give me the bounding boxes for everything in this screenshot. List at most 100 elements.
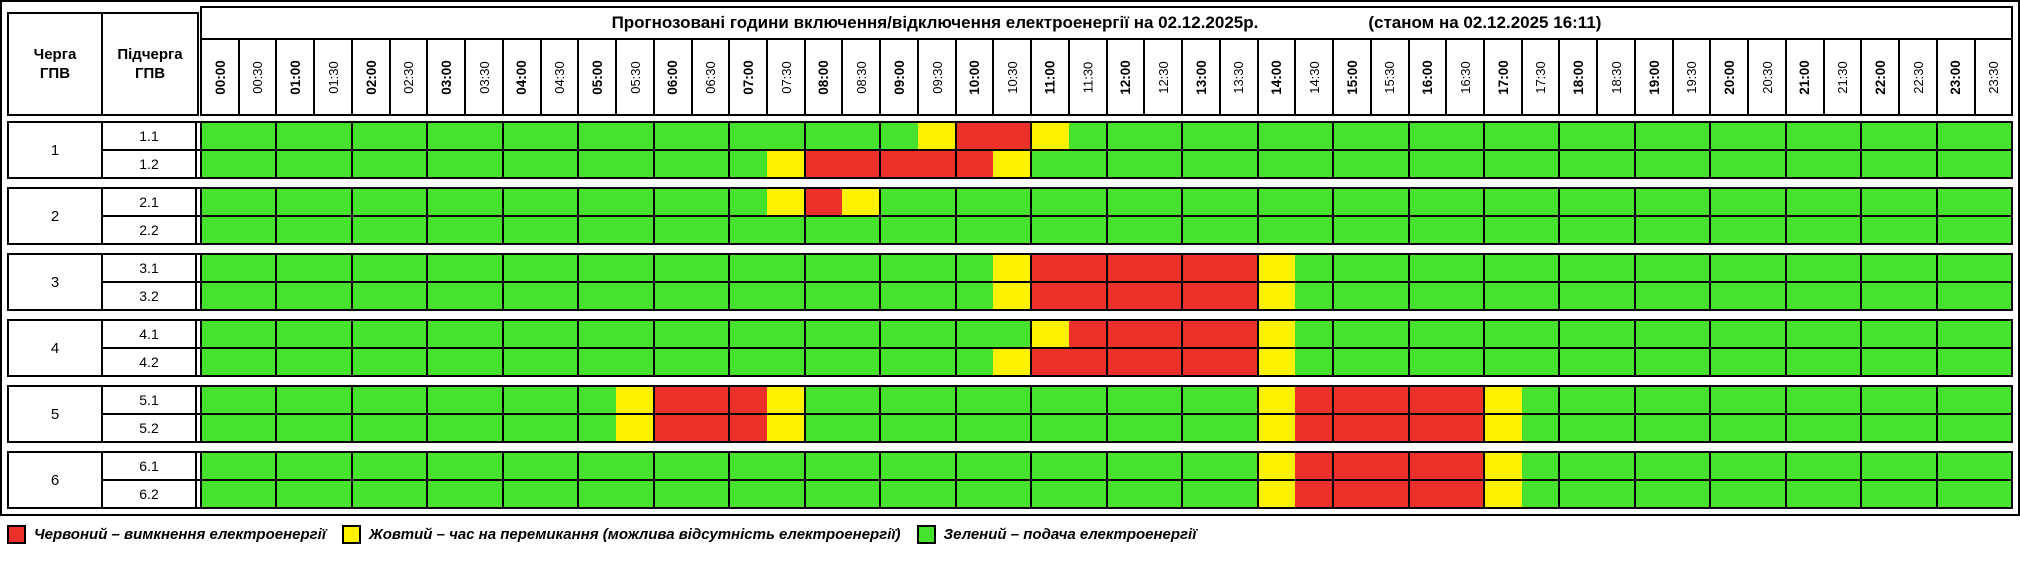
time-label-text: 15:00 bbox=[1344, 59, 1360, 95]
slot-08-00-power-on bbox=[803, 415, 843, 441]
slot-03-30-power-on bbox=[465, 387, 502, 413]
slot-22-00-power-on bbox=[1860, 349, 1900, 375]
slot-06-00-power-on bbox=[652, 283, 692, 309]
slot-16-00-power-on bbox=[1407, 349, 1447, 375]
slot-12-30-power-off bbox=[1144, 321, 1182, 347]
slot-05-30-power-on bbox=[616, 321, 653, 347]
time-label-text: 13:00 bbox=[1193, 59, 1209, 95]
slot-04-30-power-on bbox=[540, 255, 578, 281]
slot-11-00-switching bbox=[1030, 321, 1069, 347]
slot-23-00-power-on bbox=[1935, 481, 1975, 507]
slot-07-00-power-on bbox=[728, 255, 768, 281]
legend-item-green: Зелений – подача електроенергії bbox=[916, 525, 1197, 544]
slot-11-00-power-on bbox=[1030, 453, 1069, 479]
slot-00-00-power-on bbox=[200, 217, 239, 243]
slot-05-00-power-on bbox=[577, 123, 617, 149]
slot-13-30-power-on bbox=[1219, 481, 1257, 507]
title-main: Прогнозовані години включення/відключенн… bbox=[611, 13, 1259, 32]
slot-02-30-power-on bbox=[389, 151, 427, 177]
subqueue-label-2.2: 2.2 bbox=[103, 217, 197, 243]
slot-00-00-power-on bbox=[200, 349, 239, 375]
legend-label-green: Зелений – подача електроенергії bbox=[943, 526, 1197, 543]
slot-09-00-power-on bbox=[879, 349, 918, 375]
slot-01-30-power-on bbox=[314, 453, 351, 479]
slot-08-30-power-on bbox=[842, 283, 880, 309]
slot-13-30-power-on bbox=[1219, 217, 1257, 243]
time-label-text: 02:30 bbox=[401, 60, 417, 94]
slot-13-00-power-on bbox=[1181, 151, 1220, 177]
time-label-text: 15:30 bbox=[1382, 60, 1398, 94]
slot-16-30-power-on bbox=[1446, 255, 1483, 281]
slot-15-00-power-on bbox=[1332, 255, 1371, 281]
slot-20-30-power-on bbox=[1748, 255, 1785, 281]
time-label-text: 11:30 bbox=[1080, 61, 1096, 93]
slot-01-00-power-on bbox=[275, 283, 315, 309]
slot-18-00-power-on bbox=[1558, 151, 1598, 177]
slot-22-30-power-on bbox=[1899, 217, 1936, 243]
slot-19-00-power-on bbox=[1633, 481, 1673, 507]
slot-23-00-power-on bbox=[1935, 387, 1975, 413]
schedule-row-3.1: 3.1 bbox=[103, 255, 2012, 283]
time-label-text: 12:00 bbox=[1117, 59, 1133, 95]
slot-15-00-power-off bbox=[1332, 453, 1371, 479]
slot-05-30-power-on bbox=[616, 217, 653, 243]
slot-03-00-power-on bbox=[426, 415, 466, 441]
slot-11-30-power-on bbox=[1068, 481, 1106, 507]
slot-02-00-power-on bbox=[350, 481, 390, 507]
slot-17-00-power-on bbox=[1482, 321, 1522, 347]
slot-07-00-power-on bbox=[728, 453, 768, 479]
slot-08-00-power-on bbox=[803, 321, 843, 347]
time-label-text: 07:00 bbox=[740, 59, 756, 95]
slot-20-30-power-on bbox=[1748, 415, 1785, 441]
slot-18-30-power-on bbox=[1597, 255, 1634, 281]
slot-19-00-power-on bbox=[1633, 283, 1673, 309]
slot-12-30-power-off bbox=[1144, 349, 1182, 375]
slot-02-30-power-on bbox=[389, 453, 427, 479]
time-label-text: 18:00 bbox=[1570, 59, 1586, 95]
slot-00-00-power-on bbox=[200, 321, 239, 347]
slot-18-30-power-on bbox=[1597, 415, 1634, 441]
slot-00-00-power-on bbox=[200, 387, 239, 413]
slot-03-30-power-on bbox=[465, 453, 502, 479]
slot-12-00-power-on bbox=[1105, 481, 1145, 507]
slot-15-30-power-on bbox=[1370, 321, 1408, 347]
slot-00-00-power-on bbox=[200, 255, 239, 281]
slot-07-30-power-on bbox=[767, 123, 804, 149]
slot-00-00-power-on bbox=[200, 189, 239, 215]
slot-19-30-power-on bbox=[1672, 255, 1710, 281]
time-label-09-00: 09:00 bbox=[879, 40, 917, 114]
time-label-text: 17:30 bbox=[1533, 60, 1549, 94]
slot-06-00-power-on bbox=[652, 123, 692, 149]
slot-16-30-power-off bbox=[1446, 481, 1483, 507]
row-gap bbox=[197, 415, 200, 441]
slot-22-00-power-on bbox=[1860, 189, 1900, 215]
slot-11-30-power-off bbox=[1068, 321, 1106, 347]
slot-07-30-switching bbox=[767, 387, 804, 413]
slot-13-00-power-on bbox=[1181, 189, 1220, 215]
slot-08-00-power-on bbox=[803, 255, 843, 281]
schedule-row-2.1: 2.1 bbox=[103, 189, 2012, 217]
slot-20-00-power-on bbox=[1709, 123, 1749, 149]
slot-06-30-power-on bbox=[691, 349, 729, 375]
slot-22-30-power-on bbox=[1899, 349, 1936, 375]
slot-11-30-power-on bbox=[1068, 189, 1106, 215]
slot-18-00-power-on bbox=[1558, 123, 1598, 149]
slot-17-00-power-on bbox=[1482, 349, 1522, 375]
slot-20-00-power-on bbox=[1709, 415, 1749, 441]
time-label-00-00: 00:00 bbox=[202, 40, 238, 114]
slot-05-30-switching bbox=[616, 415, 653, 441]
time-label-text: 20:30 bbox=[1759, 60, 1775, 94]
time-label-13-30: 13:30 bbox=[1218, 40, 1257, 114]
time-label-13-00: 13:00 bbox=[1181, 40, 1219, 114]
schedule-row-1.1: 1.1 bbox=[103, 123, 2012, 151]
slot-19-30-power-on bbox=[1672, 415, 1710, 441]
slot-20-00-power-on bbox=[1709, 481, 1749, 507]
slot-14-30-power-on bbox=[1295, 321, 1333, 347]
slot-00-00-power-on bbox=[200, 481, 239, 507]
slot-14-30-power-off bbox=[1295, 387, 1333, 413]
legend-item-red: Червоний – вимкнення електроенергії bbox=[7, 525, 326, 544]
slot-01-00-power-on bbox=[275, 189, 315, 215]
slot-15-00-power-on bbox=[1332, 189, 1371, 215]
time-label-16-00: 16:00 bbox=[1407, 40, 1446, 114]
slot-18-30-power-on bbox=[1597, 123, 1634, 149]
